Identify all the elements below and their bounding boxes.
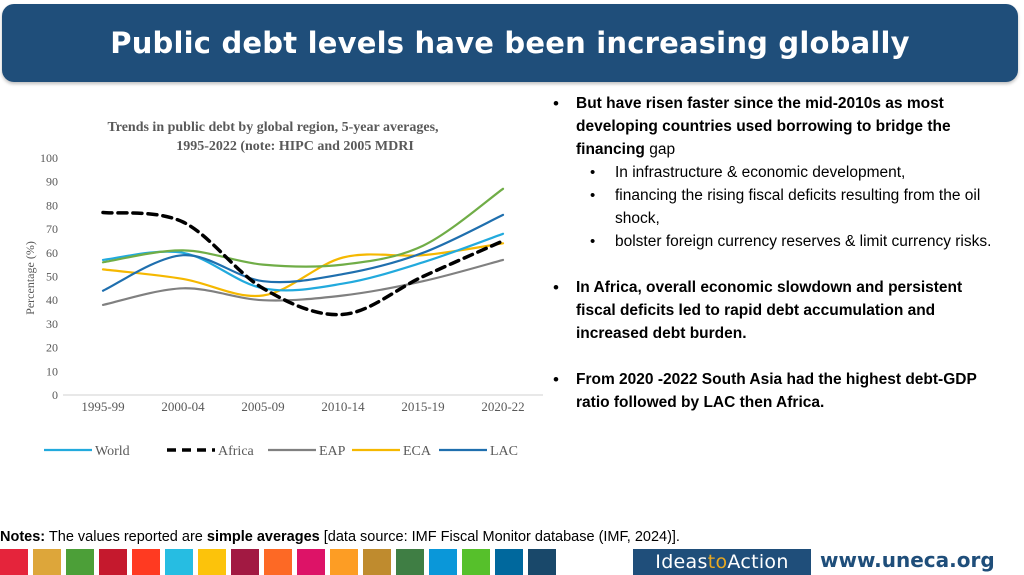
sub-bullet-2: financing the rising fiscal deficits res…: [548, 184, 1004, 230]
x-tick-label: 2000-04: [161, 399, 205, 414]
y-tick-label: 40: [46, 293, 58, 307]
series-line-unlabeled: [101, 187, 505, 268]
spacer: [548, 345, 1004, 368]
to-word: to: [707, 551, 728, 573]
y-tick-label: 90: [46, 175, 58, 189]
action-word: Action: [727, 551, 789, 573]
x-tick-labels: 1995-99 2000-04 2005-09 2010-14 2015-19 2020-…: [81, 399, 524, 414]
sdg-tile: [363, 549, 391, 575]
sdg-tile: [33, 549, 61, 575]
legend-label-eca: ECA: [403, 444, 432, 459]
y-tick-label: 100: [40, 151, 58, 165]
sdg-color-strip: [0, 549, 561, 575]
notes-label: Notes:: [0, 529, 46, 545]
y-tick-label: 20: [46, 341, 58, 355]
series-line-world: [101, 232, 505, 292]
legend-label-lac: LAC: [490, 444, 518, 459]
chart-title-line2: 1995-2022 (note: HIPC and 2005 MDRI: [176, 139, 414, 154]
bullet-1-rest: gap: [644, 141, 676, 158]
y-tick-label: 50: [46, 270, 58, 284]
notes-text-1: The values reported are: [45, 529, 207, 545]
series-line-lac: [101, 213, 505, 292]
sdg-tile: [132, 549, 160, 575]
sdg-tile: [330, 549, 358, 575]
chart-legend: World Africa EAP ECA LAC: [44, 444, 518, 459]
chart-title-line1: Trends in public debt by global region, …: [107, 120, 438, 135]
sdg-tile: [0, 549, 28, 575]
x-tick-label: 2010-14: [321, 399, 365, 414]
y-tick-label: 10: [46, 364, 58, 378]
sdg-tile: [462, 549, 490, 575]
sub-bullet-3: bolster foreign currency reserves & limi…: [548, 230, 1004, 253]
bullet-3-text: From 2020 -2022 South Asia had the highe…: [576, 371, 977, 411]
sdg-tile: [198, 549, 226, 575]
sdg-tile: [264, 549, 292, 575]
sdg-tile: [66, 549, 94, 575]
debt-chart: Trends in public debt by global region, …: [0, 92, 545, 472]
bullet-1-bold: But have risen faster since the mid-2010…: [576, 95, 951, 158]
legend-label-world: World: [95, 444, 130, 459]
x-tick-label: 2005-09: [241, 399, 284, 414]
x-tick-label: 1995-99: [81, 399, 124, 414]
sdg-tile: [429, 549, 457, 575]
bullet-3: From 2020 -2022 South Asia had the highe…: [548, 368, 1004, 414]
ideas-to-action-logo: Ideas to Action: [633, 549, 811, 575]
y-axis-label: Percentage (%): [23, 241, 37, 315]
sub-bullet-1: In infrastructure & economic development…: [548, 161, 1004, 184]
title-banner: Public debt levels have been increasing …: [2, 4, 1018, 82]
bullet-2-text: In Africa, overall economic slowdown and…: [576, 279, 963, 342]
y-tick-label: 80: [46, 198, 58, 212]
spacer: [548, 253, 1004, 276]
sdg-tile: [297, 549, 325, 575]
sdg-tile: [165, 549, 193, 575]
series-line-eap: [101, 258, 505, 307]
notes-bold: simple averages: [206, 529, 320, 545]
sdg-tile: [99, 549, 127, 575]
y-tick-label: 70: [46, 222, 58, 236]
x-tick-label: 2020-22: [481, 399, 524, 414]
sdg-tile: [396, 549, 424, 575]
chart-svg: Trends in public debt by global region, …: [23, 120, 543, 459]
page-title: Public debt levels have been increasing …: [110, 26, 910, 60]
sdg-tile: [528, 549, 556, 575]
y-tick-labels: 0 10 20 30 40 50 60 70 80 90 100: [40, 151, 58, 402]
y-tick-label: 0: [52, 388, 58, 402]
series-lines: [101, 187, 505, 317]
series-line-eca: [101, 242, 505, 298]
series-line-africa: [101, 210, 505, 317]
ideas-word: Ideas: [655, 551, 708, 573]
x-tick-label: 2015-19: [401, 399, 444, 414]
y-tick-label: 60: [46, 246, 58, 260]
notes-line: Notes: The values reported are simple av…: [0, 529, 680, 545]
website-url: www.uneca.org: [820, 548, 995, 572]
sdg-tile: [231, 549, 259, 575]
legend-label-africa: Africa: [218, 444, 255, 459]
bullet-1: But have risen faster since the mid-2010…: [548, 92, 1004, 161]
bullet-text: But have risen faster since the mid-2010…: [548, 92, 1004, 414]
y-tick-label: 30: [46, 317, 58, 331]
bullet-2: In Africa, overall economic slowdown and…: [548, 276, 1004, 345]
legend-label-eap: EAP: [319, 444, 346, 459]
sdg-tile: [495, 549, 523, 575]
notes-text-2: [data source: IMF Fiscal Monitor databas…: [319, 529, 680, 545]
